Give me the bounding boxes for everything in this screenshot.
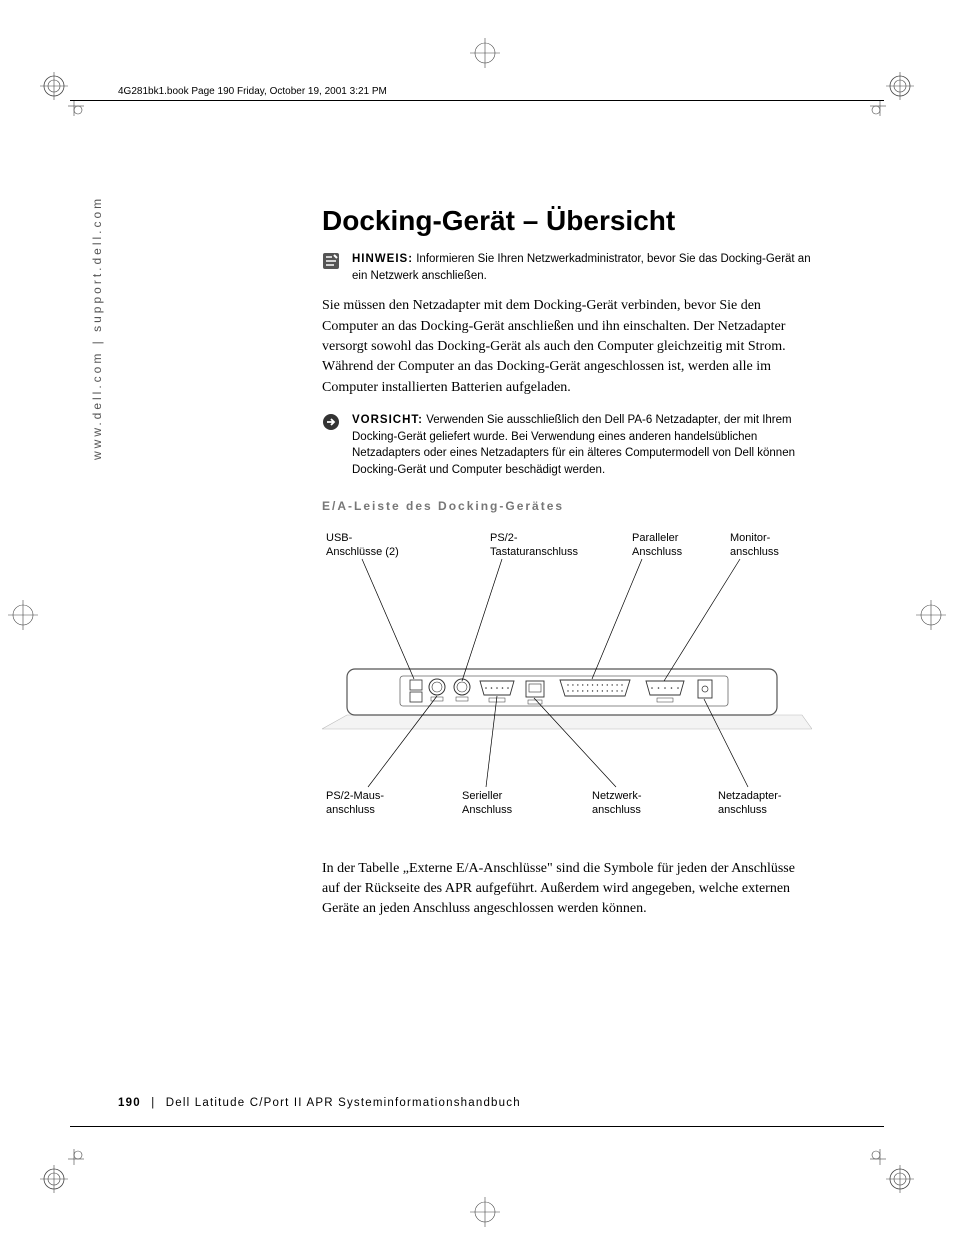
hint-body: Informieren Sie Ihren Netzwerkadministra… <box>352 253 811 282</box>
callout-monitor: Monitor- anschluss <box>730 531 779 560</box>
crop-mark-icon <box>470 1197 500 1227</box>
page-footer: 190 | Dell Latitude C/Port II APR System… <box>118 1097 521 1109</box>
caution-text: VORSICHT: Verwenden Sie ausschließlich d… <box>352 412 812 479</box>
page-content: Docking-Gerät – Übersicht HINWEIS: Infor… <box>322 205 812 933</box>
crop-mark-icon <box>916 600 946 630</box>
caution-label: VORSICHT: <box>352 414 423 426</box>
caution-block: VORSICHT: Verwenden Sie ausschließlich d… <box>322 412 812 479</box>
header-rule <box>70 100 884 101</box>
callout-usb: USB- Anschlüsse (2) <box>326 531 399 560</box>
hint-label: HINWEIS: <box>352 253 413 265</box>
hint-text: HINWEIS: Informieren Sie Ihren Netzwerka… <box>352 251 812 284</box>
crop-mark-icon <box>8 600 38 630</box>
crop-mark-icon <box>870 72 914 116</box>
callout-parallel: Paralleler Anschluss <box>632 531 682 560</box>
crop-mark-icon <box>870 1149 914 1193</box>
callout-power: Netzadapter- anschluss <box>718 789 782 818</box>
io-panel-diagram: USB- Anschlüsse (2) PS/2- Tastaturanschl… <box>322 531 812 831</box>
crop-mark-icon <box>470 38 500 68</box>
footer-rule <box>70 1126 884 1127</box>
page-title: Docking-Gerät – Übersicht <box>322 205 812 237</box>
callout-ps2-keyboard: PS/2- Tastaturanschluss <box>490 531 578 560</box>
io-panel-subheading: E/A-Leiste des Docking-Gerätes <box>322 499 812 513</box>
hint-icon <box>322 252 342 270</box>
body-paragraph-1: Sie müssen den Netzadapter mit dem Docki… <box>322 296 812 397</box>
side-url-text: www.dell.com | support.dell.com <box>90 196 104 460</box>
callout-ps2-mouse: PS/2-Maus- anschluss <box>326 789 384 818</box>
callout-network: Netzwerk- anschluss <box>592 789 642 818</box>
hint-block: HINWEIS: Informieren Sie Ihren Netzwerka… <box>322 251 812 284</box>
crop-mark-icon <box>40 1149 84 1193</box>
book-title: Dell Latitude C/Port II APR Systeminform… <box>166 1097 521 1109</box>
footer-separator: | <box>151 1097 155 1109</box>
body-paragraph-2: In der Tabelle „Externe E/A-Anschlüsse" … <box>322 859 812 920</box>
callout-serial: Serieller Anschluss <box>462 789 512 818</box>
running-header: 4G281bk1.book Page 190 Friday, October 1… <box>118 86 387 97</box>
caution-icon <box>322 413 342 431</box>
page-number: 190 <box>118 1097 141 1109</box>
crop-mark-icon <box>40 72 84 116</box>
